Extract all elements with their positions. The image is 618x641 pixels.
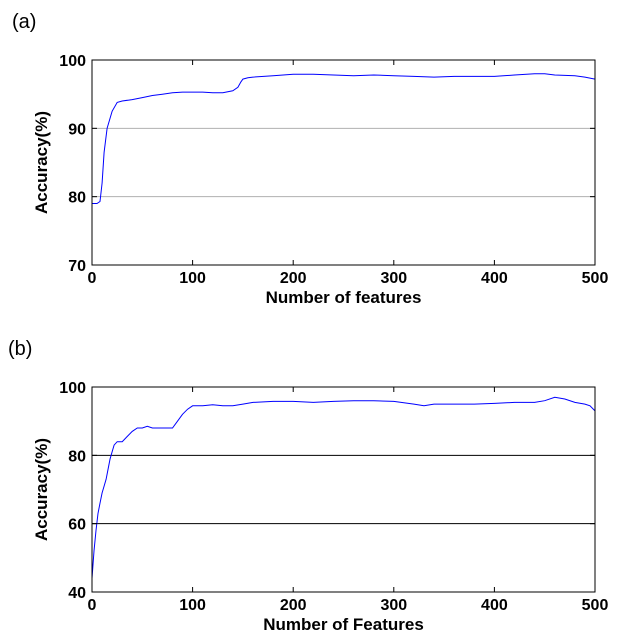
x-tick-label: 200 xyxy=(280,597,307,614)
y-tick-label: 60 xyxy=(68,517,86,534)
chart-panel-b: (b) 0 100 200 300 400 500 40 60 80 100 Number of Fe… xyxy=(8,338,608,634)
chart-panel-a: (a) 0 100 200 300 400 500 70 80 90 100 Number of fe… xyxy=(12,11,608,307)
x-tick-label: 0 xyxy=(88,597,97,614)
y-tick-label: 40 xyxy=(68,585,86,602)
x-tick-label: 400 xyxy=(481,597,508,614)
x-axis-title: Number of Features xyxy=(263,615,424,634)
panel-label: (b) xyxy=(8,338,32,360)
y-axis-title: Accuracy(%) xyxy=(32,438,51,541)
panel-label: (a) xyxy=(12,11,36,33)
x-tick-label: 400 xyxy=(481,270,508,287)
y-tick-label: 80 xyxy=(68,448,86,465)
x-tick-label: 500 xyxy=(582,270,609,287)
y-tick-label: 100 xyxy=(59,53,86,70)
x-tick-label: 200 xyxy=(280,270,307,287)
y-tick-label: 100 xyxy=(59,380,86,397)
y-tick-label: 90 xyxy=(68,121,86,138)
y-tick-label: 70 xyxy=(68,258,86,275)
plot-frame xyxy=(91,386,596,593)
plot-frame xyxy=(91,59,596,266)
y-axis-title: Accuracy(%) xyxy=(32,111,51,214)
x-tick-label: 300 xyxy=(380,597,407,614)
series-line xyxy=(92,73,596,204)
x-tick-label: 100 xyxy=(179,270,206,287)
x-tick-label: 500 xyxy=(582,597,609,614)
series-line xyxy=(91,396,596,579)
y-tick-label: 80 xyxy=(68,190,86,207)
x-tick-label: 300 xyxy=(380,270,407,287)
x-axis-title: Number of features xyxy=(266,288,422,307)
x-tick-label: 100 xyxy=(179,597,206,614)
x-tick-label: 0 xyxy=(88,270,97,287)
